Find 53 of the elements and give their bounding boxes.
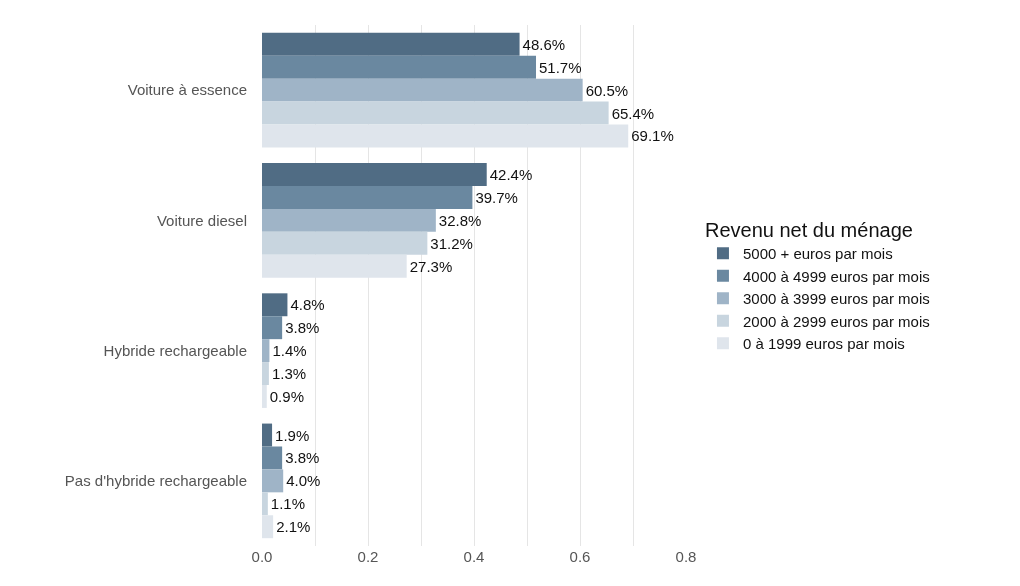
bar — [262, 208, 436, 232]
bar — [262, 293, 288, 317]
x-tick-label: 0.4 — [463, 548, 485, 565]
data-label: 1.3% — [271, 365, 307, 383]
bar — [262, 231, 428, 255]
bar — [262, 385, 267, 408]
data-label: 65.4% — [611, 104, 655, 122]
data-label: 2.1% — [276, 518, 311, 536]
data-label: 51.7% — [539, 58, 582, 76]
data-label: 48.6% — [522, 35, 566, 53]
data-label: 0.9% — [269, 387, 304, 405]
data-label: 69.1% — [631, 127, 674, 145]
data-label: 39.7% — [475, 188, 518, 206]
bar — [262, 32, 520, 56]
data-label: 1.9% — [275, 426, 310, 444]
data-label: 27.3% — [409, 257, 453, 275]
data-label: 3.8% — [285, 449, 320, 467]
data-label: 60.5% — [585, 81, 629, 99]
legend-label: 5000 + euros par mois — [742, 245, 893, 263]
bar — [262, 469, 284, 493]
data-label: 42.4% — [489, 166, 533, 184]
data-label: 4.0% — [286, 472, 321, 490]
bar — [262, 101, 609, 125]
bar — [262, 446, 283, 470]
data-label: 1.1% — [270, 495, 306, 513]
bar — [262, 55, 537, 79]
bar — [262, 163, 487, 186]
data-label: 3.8% — [285, 319, 320, 337]
bar — [262, 423, 273, 447]
legend-title: Revenu net du ménage — [704, 219, 913, 241]
bar — [262, 515, 274, 539]
x-tick-label: 0.0 — [251, 548, 273, 565]
legend-label: 3000 à 3999 euros par mois — [742, 290, 930, 308]
bar — [262, 339, 270, 363]
legend-label: 2000 à 2999 euros par mois — [742, 312, 930, 330]
y-tick-label: Voiture diesel — [156, 211, 247, 229]
data-label: 31.2% — [430, 234, 473, 252]
y-tick-label: Pas d'hybride rechargeable — [64, 472, 247, 490]
y-tick-label: Voiture à essence — [127, 81, 247, 99]
x-tick-label: 0.8 — [675, 548, 697, 565]
data-label: 32.8% — [438, 211, 482, 229]
bar — [262, 362, 269, 386]
bar — [262, 492, 268, 516]
x-tick-label: 0.6 — [569, 548, 591, 565]
legend-label: 4000 à 4999 euros par mois — [742, 267, 930, 285]
x-tick-label: 0.2 — [357, 548, 379, 565]
data-label: 4.8% — [290, 296, 325, 314]
bar — [262, 185, 473, 209]
bar — [262, 78, 583, 102]
legend-label: 0 à 1999 euros par mois — [742, 335, 905, 353]
bar — [262, 316, 283, 340]
data-label: 1.4% — [272, 342, 307, 360]
y-tick-label: Hybride rechargeable — [103, 341, 247, 359]
